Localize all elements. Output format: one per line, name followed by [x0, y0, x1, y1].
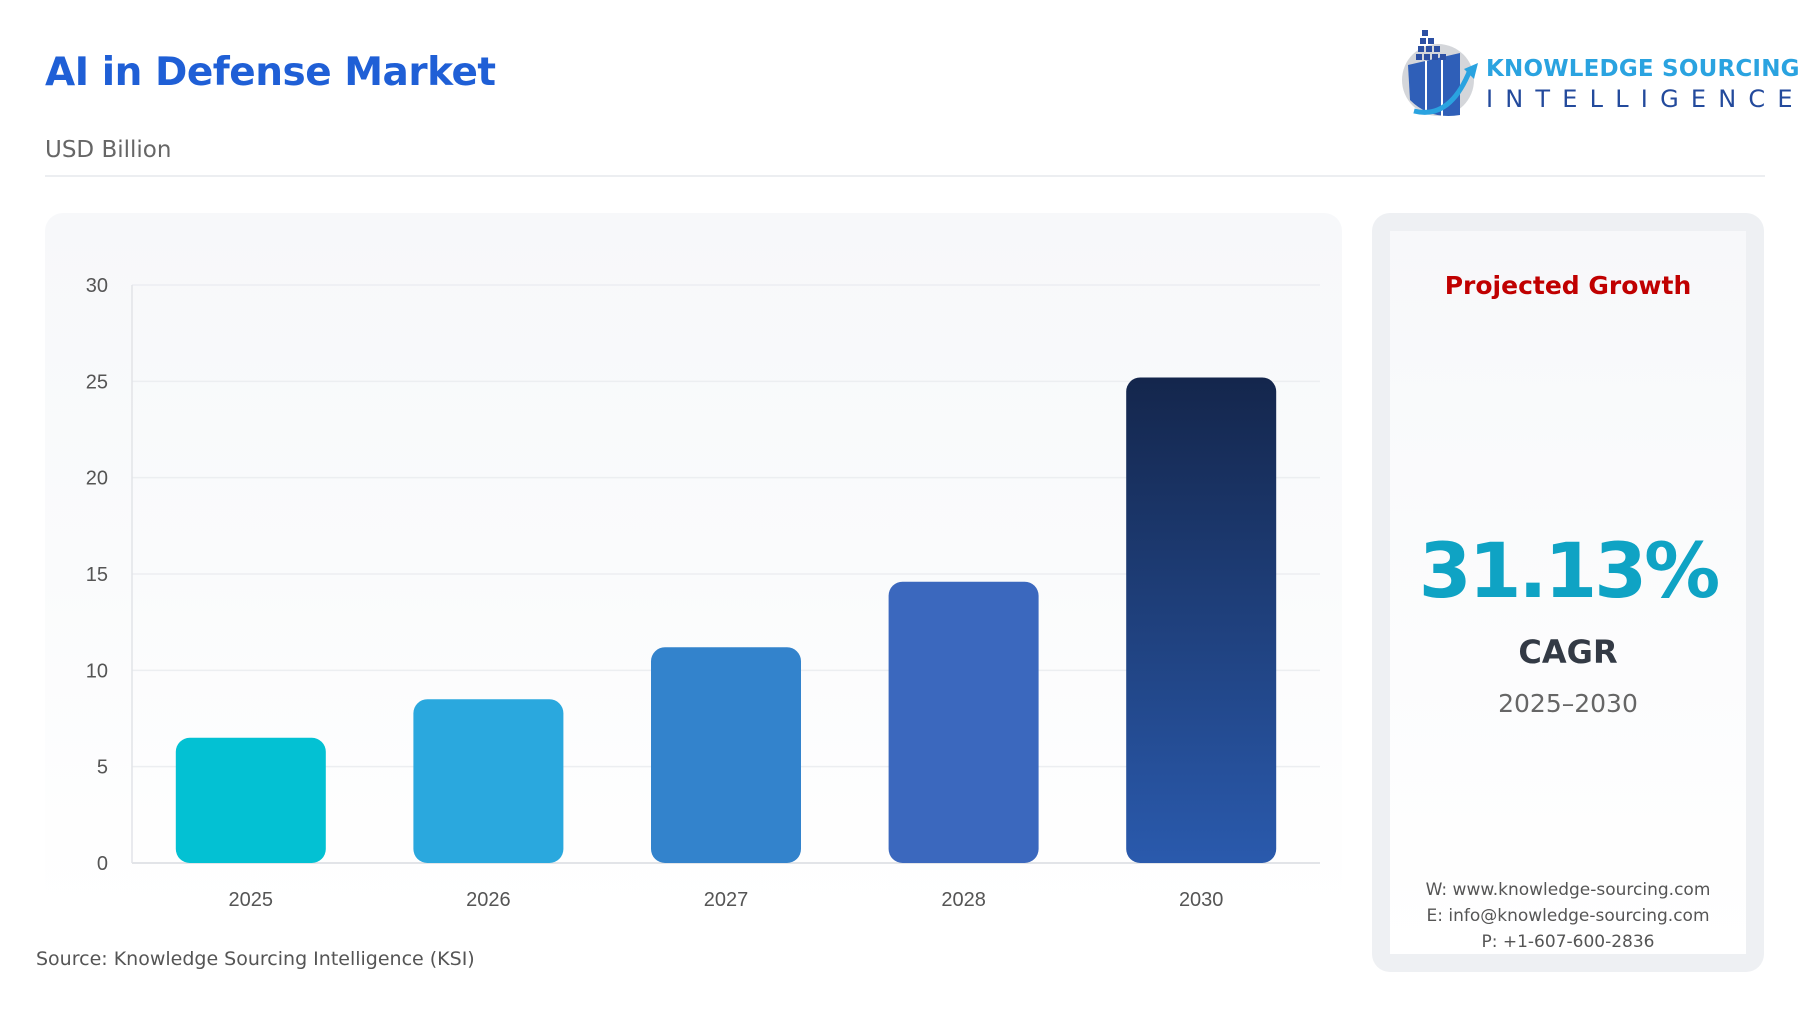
logo-text-line2: INTELLIGENCE [1486, 85, 1800, 113]
y-tick-label: 20 [86, 468, 108, 490]
growth-card: Projected Growth 31.13% CAGR 2025–2030 W… [1372, 213, 1764, 972]
y-tick-label: 15 [86, 564, 108, 586]
bar-2025 [175, 737, 326, 863]
cagr-label: CAGR [1518, 633, 1618, 671]
y-tick-label: 25 [86, 371, 108, 393]
logo-icon [1402, 30, 1478, 117]
contact-phone: P: +1-607-600-2836 [1481, 932, 1655, 952]
contact-email[interactable]: E: info@knowledge-sourcing.com [1426, 906, 1710, 926]
x-tick-label: 2030 [1179, 889, 1224, 911]
x-tick-label: 2025 [229, 889, 273, 911]
growth-heading: Projected Growth [1444, 271, 1692, 300]
page-title: AI in Defense Market [45, 50, 496, 95]
x-tick-label: 2027 [704, 889, 749, 911]
x-tick-label: 2028 [941, 889, 986, 911]
y-tick-label: 30 [86, 275, 108, 297]
bar-2027 [651, 647, 801, 863]
y-tick-label: 0 [97, 853, 108, 875]
chart-card: 0 5 10 15 20 25 30 2025 2026 2027 2028 2030 [45, 213, 1342, 913]
y-tick-label: 10 [86, 660, 108, 682]
x-tick-label: 2026 [466, 889, 511, 911]
bar-2026 [413, 699, 564, 863]
contact-web[interactable]: W: www.knowledge-sourcing.com [1425, 880, 1711, 900]
company-logo: KNOWLEDGE SOURCING INTELLIGENCE [1400, 25, 1800, 120]
cagr-value: 31.13% [1418, 526, 1721, 615]
logo-text-line1: KNOWLEDGE SOURCING [1486, 56, 1800, 82]
cagr-period: 2025–2030 [1498, 689, 1638, 718]
bar-2028 [888, 581, 1039, 863]
header-divider [45, 175, 1765, 177]
y-tick-label: 5 [97, 757, 108, 779]
unit-subtitle: USD Billion [45, 137, 172, 163]
source-note: Source: Knowledge Sourcing Intelligence … [36, 948, 475, 970]
bar-2030 [1126, 377, 1277, 863]
